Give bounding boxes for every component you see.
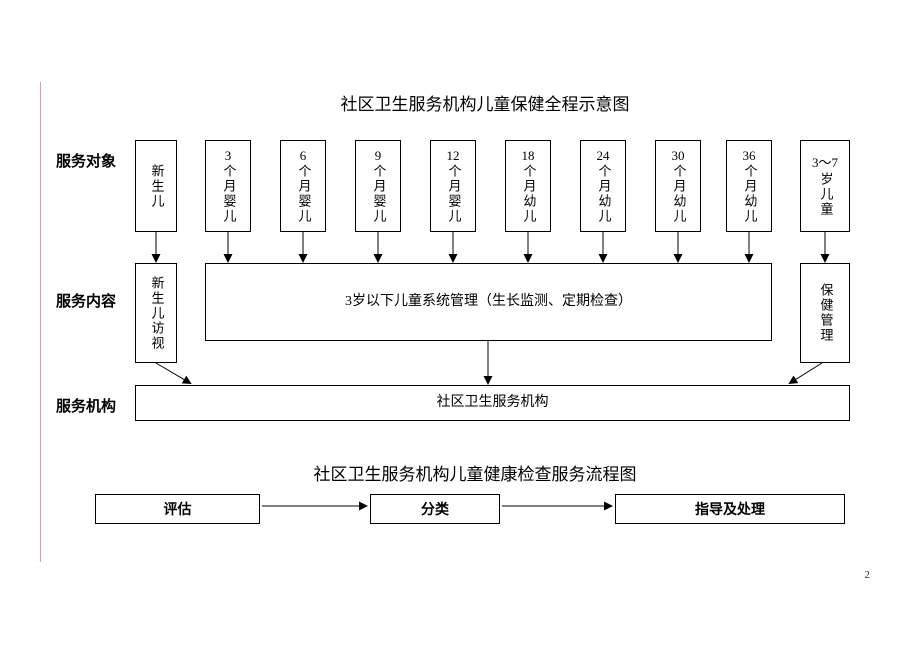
left-margin-line — [40, 82, 41, 562]
age-9m-label: 个月婴儿 — [370, 164, 387, 224]
age-24m-label: 个月幼儿 — [595, 164, 612, 224]
age-box-36m: 36 个月幼儿 — [726, 140, 772, 232]
diagram-2-title: 社区卫生服务机构儿童健康检查服务流程图 — [255, 460, 695, 485]
org-box: 社区卫生服务机构 — [135, 385, 850, 421]
content-box-health-mgmt: 保健管理 — [800, 263, 850, 363]
age-box-6m: 6 个月婴儿 — [280, 140, 326, 232]
age-6m-label: 个月婴儿 — [295, 164, 312, 224]
age-3-7y-label: 岁儿童 — [817, 172, 834, 217]
age-9m-num: 9 — [375, 148, 382, 165]
row-label-org: 服务机构 — [56, 395, 116, 416]
age-box-18m: 18 个月幼儿 — [505, 140, 551, 232]
process-guide-label: 指导及处理 — [695, 503, 765, 518]
age-6m-num: 6 — [300, 148, 307, 165]
process-box-classify: 分类 — [370, 494, 500, 524]
age-18m-label: 个月幼儿 — [520, 164, 537, 224]
age-3-7y-num: 3～7 — [812, 155, 838, 172]
row-label-target: 服务对象 — [56, 150, 116, 171]
age-box-24m: 24 个月幼儿 — [580, 140, 626, 232]
process-evaluate-label: 评估 — [164, 503, 192, 518]
age-3m-num: 3 — [225, 148, 232, 165]
page-number: 2 — [865, 569, 871, 581]
age-24m-num: 24 — [597, 148, 610, 165]
process-box-evaluate: 评估 — [95, 494, 260, 524]
age-box-newborn: 新生儿 — [135, 140, 177, 232]
content-box-under3-mgmt: 3岁以下儿童系统管理（生长监测、定期检查） — [205, 263, 772, 341]
age-12m-label: 个月婴儿 — [445, 164, 462, 224]
age-36m-label: 个月幼儿 — [741, 164, 758, 224]
age-12m-num: 12 — [447, 148, 460, 165]
age-3m-label: 个月婴儿 — [220, 164, 237, 224]
row-label-content: 服务内容 — [56, 290, 116, 311]
age-box-12m: 12 个月婴儿 — [430, 140, 476, 232]
process-classify-label: 分类 — [421, 503, 449, 518]
age-box-3m: 3 个月婴儿 — [205, 140, 251, 232]
age-30m-label: 个月幼儿 — [670, 164, 687, 224]
process-box-guide: 指导及处理 — [615, 494, 845, 524]
age-box-3-7y: 3～7 岁儿童 — [800, 140, 850, 232]
age-18m-num: 18 — [522, 148, 535, 165]
age-box-9m: 9 个月婴儿 — [355, 140, 401, 232]
age-newborn-label: 新生儿 — [148, 164, 165, 209]
age-box-30m: 30 个月幼儿 — [655, 140, 701, 232]
diagram-1-title: 社区卫生服务机构儿童保健全程示意图 — [275, 90, 695, 115]
content-under3-mgmt-label: 3岁以下儿童系统管理（生长监测、定期检查） — [345, 293, 632, 311]
age-30m-num: 30 — [672, 148, 685, 165]
content-box-newborn-visit: 新生儿访视 — [135, 263, 177, 363]
content-newborn-visit-label: 新生儿访视 — [148, 276, 165, 351]
content-health-mgmt-label: 保健管理 — [817, 283, 834, 343]
org-label: 社区卫生服务机构 — [437, 394, 549, 412]
age-36m-num: 36 — [743, 148, 756, 165]
